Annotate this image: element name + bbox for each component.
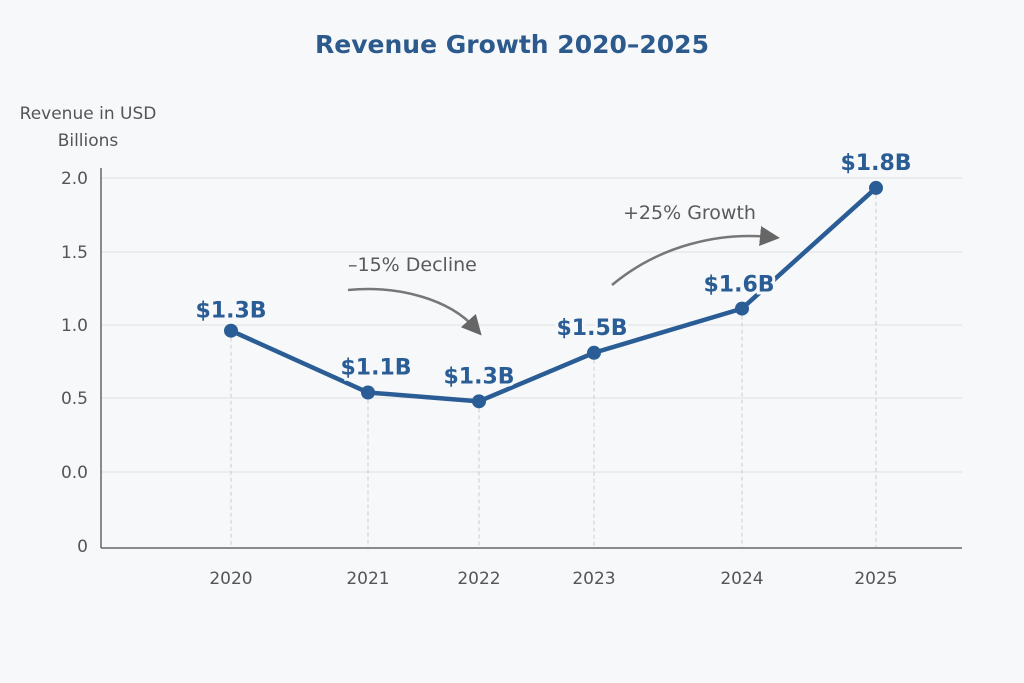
data-label: $1.3B [195,299,266,324]
data-point[interactable] [869,180,883,195]
series-line [230,186,878,404]
y-tick-label: 0.5 [61,389,88,409]
x-tick-label: 2025 [854,569,897,589]
x-tick-label: 2023 [572,569,615,589]
vertical-guides [230,187,877,548]
growth-annotation: +25% Growth [623,202,756,224]
y-tick-label: 0 [77,537,88,557]
gridlines [101,177,962,473]
data-label: $1.8B [840,151,911,176]
data-point[interactable] [735,301,749,316]
decline-arrow [347,287,482,336]
chart-title: Revenue Growth 2020–2025 [315,30,709,59]
y-tick-label: 1.5 [61,243,88,263]
data-label: $1.5B [556,316,627,341]
x-tick-label: 2022 [457,569,500,589]
y-ticks: 2.0 1.5 1.0 0.5 0.0 0 [61,169,88,557]
decline-annotation: –15% Decline [348,254,477,276]
data-label: $1.3B [443,364,514,389]
x-tick-label: 2021 [346,569,389,589]
data-point[interactable] [361,385,375,400]
y-axis-label: Revenue in USD Billions [19,104,157,151]
data-point[interactable] [587,345,601,360]
growth-arrow [611,226,780,286]
y-tick-label: 1.0 [61,316,88,336]
data-points [224,180,883,409]
y-tick-label: 2.0 [61,169,88,189]
y-tick-label: 0.0 [61,463,88,483]
data-point[interactable] [224,323,238,338]
x-tick-label: 2024 [720,569,763,589]
x-tick-label: 2020 [209,569,252,589]
data-point[interactable] [472,394,486,409]
data-label: $1.6B [703,273,774,298]
data-label: $1.1B [340,356,411,381]
data-labels: $1.3B $1.1B $1.3B $1.5B $1.6B $1.8B [192,148,914,392]
x-ticks: 2020 2021 2022 2023 2024 2025 [209,569,897,589]
